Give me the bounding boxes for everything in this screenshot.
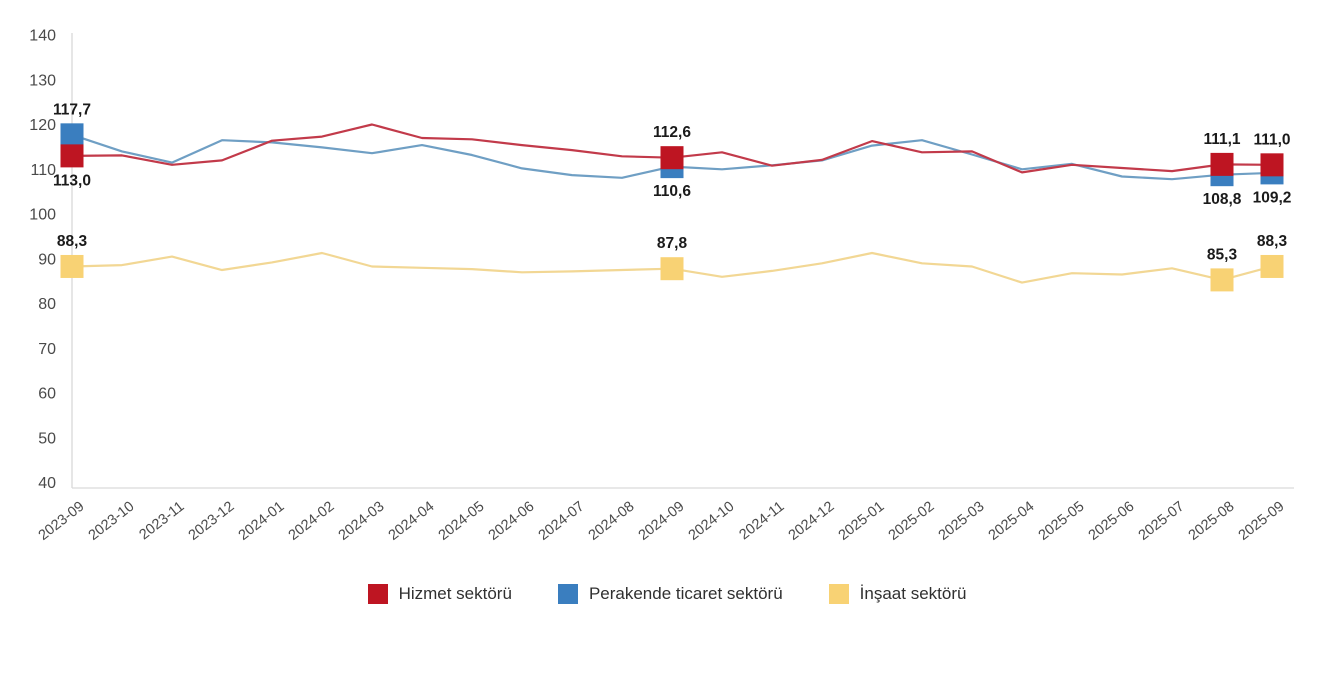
data-point-marker <box>60 123 84 147</box>
data-point-label: 108,8 <box>1203 191 1242 208</box>
data-point-label: 111,0 <box>1253 131 1290 148</box>
y-axis-label: 140 <box>29 28 56 45</box>
chart-legend: Hizmet sektörü Perakende ticaret sektörü… <box>0 584 1334 604</box>
y-axis-label: 100 <box>29 207 56 224</box>
x-axis-label: 2024-12 <box>786 499 838 544</box>
data-point-label: 110,6 <box>653 183 691 200</box>
legend-item-hizmet: Hizmet sektörü <box>367 584 512 604</box>
x-axis-label: 2025-04 <box>986 499 1038 544</box>
legend-label-hizmet: Hizmet sektörü <box>398 584 512 603</box>
legend-swatch-yellow <box>828 584 849 604</box>
x-axis-label: 2025-09 <box>1236 499 1288 544</box>
y-axis-label: 70 <box>38 341 56 358</box>
data-point-marker <box>660 257 684 281</box>
y-axis-label: 40 <box>38 475 56 492</box>
x-axis-label: 2024-09 <box>636 499 688 544</box>
legend-swatch-blue <box>557 584 578 604</box>
chart-svg: 1401301201101009080706050402023-092023-1… <box>29 28 1294 544</box>
data-point-label: 113,0 <box>53 172 91 189</box>
y-axis-label: 50 <box>38 430 56 447</box>
y-axis-label: 60 <box>38 386 56 403</box>
x-axis-label: 2024-03 <box>336 499 388 544</box>
x-axis-label: 2023-11 <box>137 499 188 544</box>
data-point-label: 88,3 <box>57 233 88 250</box>
x-axis-label: 2024-08 <box>586 499 638 544</box>
data-point-label: 109,2 <box>1253 189 1292 206</box>
x-axis-label: 2024-06 <box>486 499 538 544</box>
x-axis-label: 2024-05 <box>436 499 488 544</box>
x-axis-label: 2024-01 <box>236 499 288 544</box>
x-axis-label: 2024-10 <box>686 499 738 544</box>
x-axis-label: 2024-02 <box>286 499 338 544</box>
data-point-label: 87,8 <box>657 235 688 252</box>
legend-item-insaat: İnşaat sektörü <box>828 584 967 604</box>
data-point-marker <box>1260 153 1284 177</box>
data-point-label: 112,6 <box>653 124 691 141</box>
x-axis-label: 2025-08 <box>1186 499 1238 544</box>
x-axis-label: 2023-12 <box>186 499 238 544</box>
x-axis-label: 2023-10 <box>86 499 138 544</box>
x-axis-label: 2024-07 <box>536 499 588 544</box>
x-axis-label: 2024-11 <box>737 499 788 544</box>
x-axis-label: 2025-05 <box>1036 499 1088 544</box>
legend-swatch-red <box>367 584 388 604</box>
x-axis-label: 2024-04 <box>386 499 438 544</box>
data-point-marker <box>60 254 84 278</box>
x-axis-label: 2025-01 <box>836 499 888 544</box>
y-axis-label: 90 <box>38 251 56 268</box>
x-axis-label: 2025-02 <box>886 499 938 544</box>
data-point-marker <box>1210 268 1234 292</box>
x-axis-label: 2025-03 <box>936 499 988 544</box>
y-axis-label: 80 <box>38 296 56 313</box>
data-point-marker <box>1260 254 1284 278</box>
data-point-marker <box>1210 152 1234 176</box>
y-axis-label: 110 <box>30 162 56 179</box>
x-axis-label: 2023-09 <box>36 499 88 544</box>
x-axis-label: 2025-07 <box>1136 499 1188 544</box>
data-point-label: 117,7 <box>53 101 91 118</box>
legend-item-perakende: Perakende ticaret sektörü <box>557 584 783 604</box>
y-axis-label: 130 <box>29 72 56 89</box>
data-point-label: 111,1 <box>1203 131 1240 148</box>
data-point-label: 88,3 <box>1257 233 1288 250</box>
legend-label-perakende: Perakende ticaret sektörü <box>588 584 783 603</box>
data-point-marker <box>60 144 84 168</box>
y-axis-label: 120 <box>29 117 56 134</box>
data-point-marker <box>660 146 684 170</box>
legend-label-insaat: İnşaat sektörü <box>859 584 967 603</box>
x-axis-label: 2025-06 <box>1086 499 1138 544</box>
data-point-label: 85,3 <box>1207 246 1238 263</box>
